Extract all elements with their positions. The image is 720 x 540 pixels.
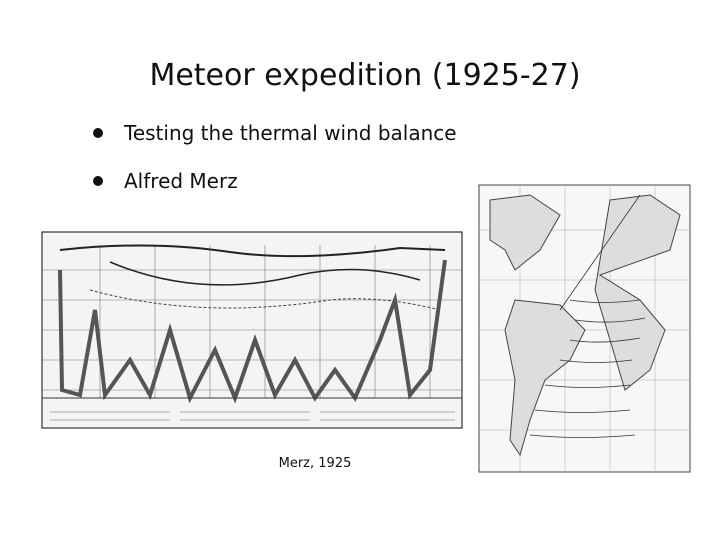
slide-title: Meteor expedition (1925-27): [149, 58, 580, 93]
bullet-text: Testing the thermal wind balance: [123, 121, 457, 145]
section-figure: [41, 231, 463, 429]
map-figure: [478, 184, 691, 473]
bullet-dot: [93, 176, 103, 186]
figure-caption: Merz, 1925: [279, 456, 352, 471]
bullet-text: Alfred Merz: [124, 169, 238, 193]
bullet-dot: [93, 128, 103, 138]
